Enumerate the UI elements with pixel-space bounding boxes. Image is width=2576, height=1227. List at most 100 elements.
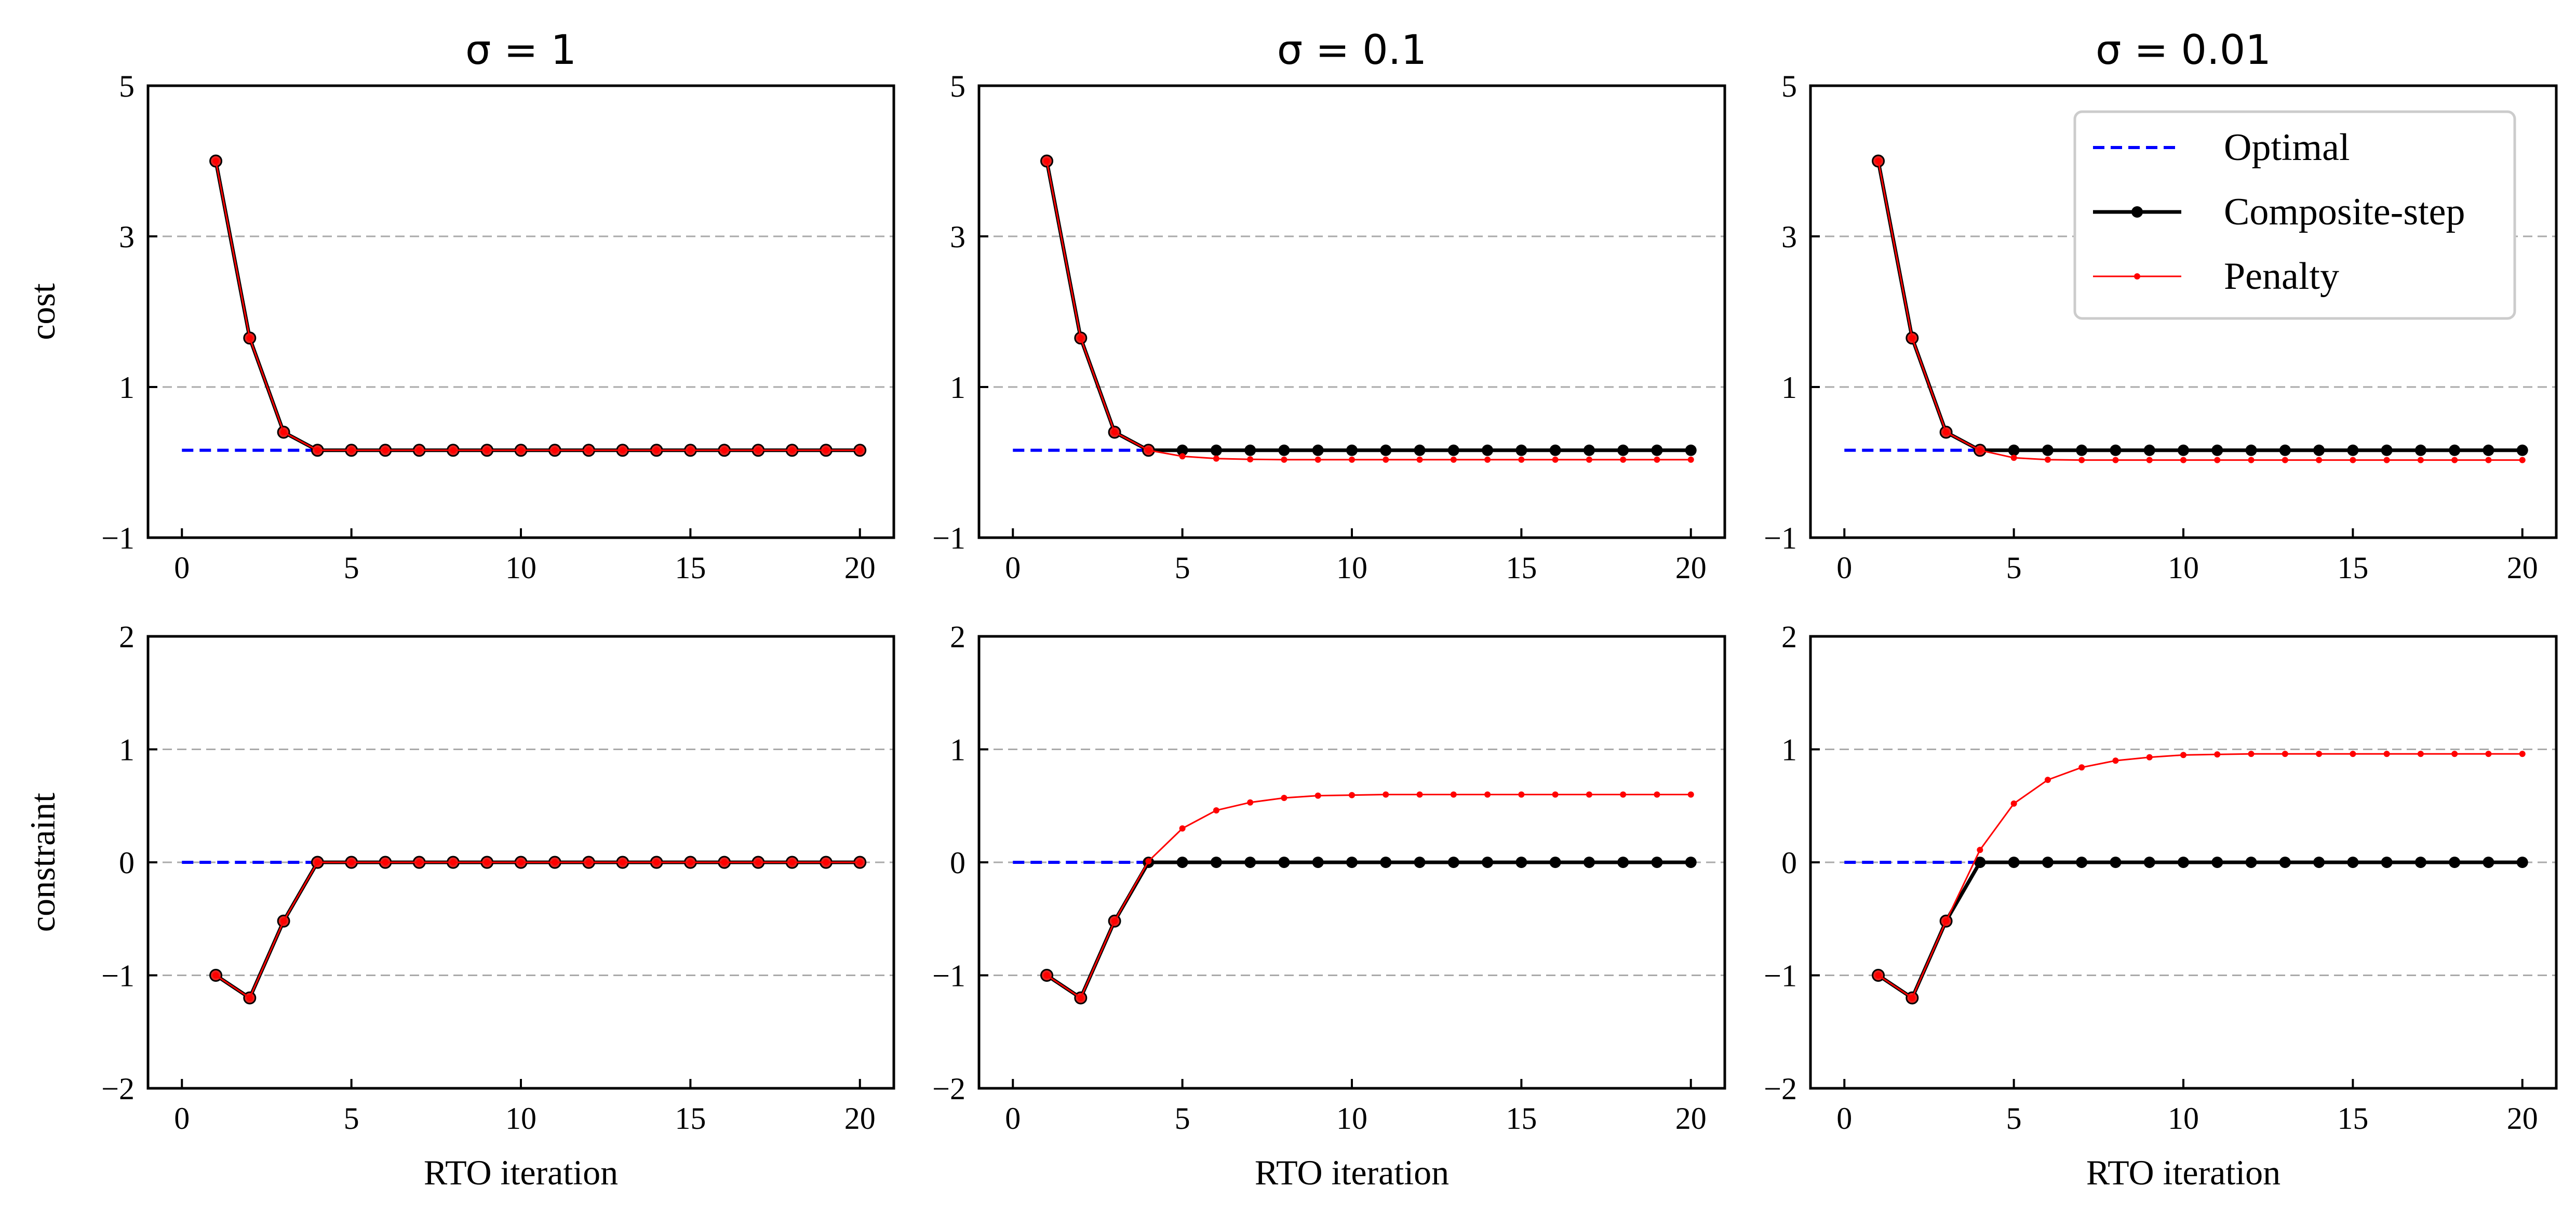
penalty-point <box>1416 456 1423 463</box>
penalty-point <box>2180 457 2186 463</box>
penalty-point <box>2214 751 2221 758</box>
x-tick-label: 0 <box>174 551 190 585</box>
penalty-point <box>1077 995 1084 1001</box>
penalty-point <box>212 158 219 164</box>
penalty-point <box>280 429 287 435</box>
penalty-point <box>2383 751 2390 757</box>
x-tick-label: 10 <box>505 1101 536 1136</box>
penalty-point <box>1416 791 1423 798</box>
penalty-point <box>2350 751 2356 757</box>
panel-2: 0 5 10 15 20 −1 1 3 5 σ = 0.01 <box>1764 27 2558 585</box>
composite-point <box>1414 444 1426 456</box>
penalty-point <box>653 859 660 865</box>
y-tick-label: 2 <box>1781 620 1797 654</box>
panel-title: σ = 0.1 <box>1277 27 1427 74</box>
composite-point <box>1515 857 1527 868</box>
penalty-point <box>653 447 660 454</box>
composite-point <box>1312 444 1324 456</box>
penalty-point <box>552 859 558 865</box>
penalty-point <box>1213 455 1219 462</box>
x-tick-label: 15 <box>2337 1101 2368 1136</box>
penalty-point <box>2316 457 2323 463</box>
composite-point <box>2110 444 2122 456</box>
composite-point <box>1974 857 1986 868</box>
penalty-point <box>1586 456 1592 463</box>
y-axis-label: constraint <box>23 793 62 932</box>
x-axis-label: RTO iteration <box>2086 1153 2280 1192</box>
composite-point <box>1312 857 1324 868</box>
penalty-point <box>1179 825 1186 832</box>
y-tick-label: 2 <box>950 620 965 654</box>
penalty-point <box>789 447 796 454</box>
y-tick-label: 1 <box>119 370 135 405</box>
x-tick-label: 10 <box>2168 1101 2199 1136</box>
x-tick-label: 20 <box>2507 1101 2538 1136</box>
panel-title: σ = 1 <box>465 27 576 74</box>
penalty-point <box>1314 792 1321 799</box>
penalty-line <box>1046 794 1691 999</box>
composite-point <box>2414 857 2426 868</box>
penalty-point <box>619 859 626 865</box>
composite-point <box>1278 857 1290 868</box>
penalty-point <box>585 447 592 454</box>
penalty-point <box>1111 918 1118 925</box>
composite-point <box>1651 444 1663 456</box>
penalty-point <box>552 447 558 454</box>
composite-point <box>1447 857 1459 868</box>
composite-point <box>2042 857 2054 868</box>
penalty-point <box>314 859 321 865</box>
penalty-point <box>619 447 626 454</box>
composite-point <box>2516 857 2528 868</box>
y-tick-label: 3 <box>950 220 965 254</box>
penalty-point <box>1484 791 1491 798</box>
legend-optimal-label: Optimal <box>2224 126 2350 169</box>
penalty-point <box>687 859 694 865</box>
penalty-point <box>1450 791 1457 798</box>
y-tick-label: 5 <box>950 69 965 103</box>
composite-point <box>1515 444 1527 456</box>
penalty-point <box>823 447 829 454</box>
composite-point <box>2042 444 2054 456</box>
legend-composite-label: Composite-step <box>2224 191 2465 233</box>
penalty-point <box>1909 995 1915 1001</box>
composite-point <box>2245 444 2257 456</box>
legend-penalty-label: Penalty <box>2224 255 2339 298</box>
penalty-point <box>2146 754 2153 761</box>
composite-point <box>2449 857 2461 868</box>
penalty-point <box>1518 456 1525 463</box>
composite-point <box>2414 444 2426 456</box>
penalty-point <box>1654 456 1660 463</box>
y-tick-label: 0 <box>950 846 965 880</box>
penalty-point <box>1943 918 1950 925</box>
y-tick-label: 3 <box>119 220 135 254</box>
penalty-point <box>2214 457 2221 463</box>
composite-point <box>1244 857 1256 868</box>
penalty-point <box>1586 791 1592 798</box>
penalty-point <box>755 447 761 454</box>
x-tick-label: 5 <box>344 1101 359 1136</box>
penalty-point <box>1281 456 1287 463</box>
y-tick-label: −1 <box>101 521 135 555</box>
y-tick-label: 5 <box>119 69 135 103</box>
y-tick-label: −1 <box>932 521 965 555</box>
y-tick-label: −2 <box>101 1072 135 1106</box>
penalty-point <box>585 859 592 865</box>
penalty-point <box>416 447 423 454</box>
y-tick-label: 1 <box>950 370 965 405</box>
composite-point <box>2008 444 2020 456</box>
penalty-point <box>1349 792 1355 798</box>
composite-point <box>1447 444 1459 456</box>
x-tick-label: 5 <box>2006 551 2022 585</box>
penalty-point <box>1943 429 1950 435</box>
y-tick-label: −1 <box>1764 521 1797 555</box>
composite-point <box>1176 444 1188 456</box>
composite-point <box>1176 857 1188 868</box>
penalty-point <box>856 447 863 454</box>
y-tick-label: 1 <box>1781 370 1797 405</box>
penalty-point <box>2451 457 2458 463</box>
panel-0: 0 5 10 15 20 −1 1 3 5 σ = 1 cost <box>23 27 895 585</box>
composite-line <box>1877 860 2523 1000</box>
x-tick-label: 10 <box>1336 1101 1367 1136</box>
